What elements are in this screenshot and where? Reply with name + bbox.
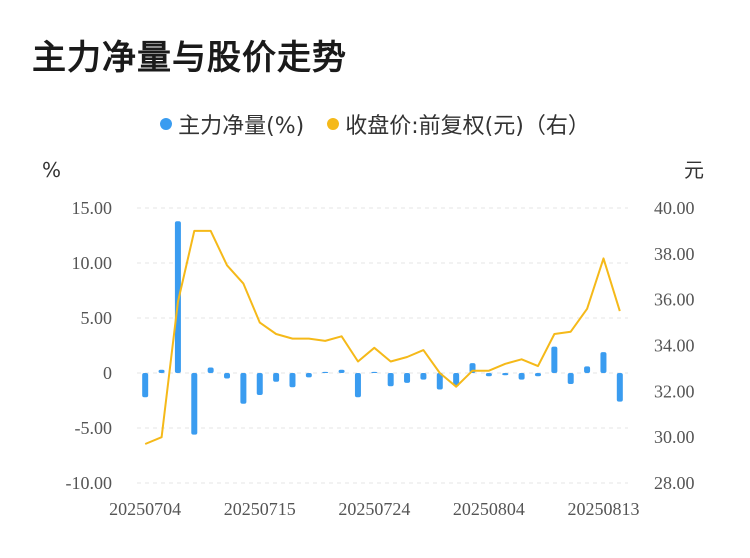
bar (600, 352, 607, 373)
bar (142, 373, 149, 398)
right-tick-label: 36.00 (654, 290, 695, 310)
bar (273, 373, 280, 382)
right-tick-label: 40.00 (654, 198, 695, 218)
bar (436, 373, 443, 390)
bar (191, 373, 198, 435)
bar (567, 373, 574, 384)
bar (387, 373, 394, 387)
right-tick-label: 34.00 (654, 336, 695, 356)
bar (338, 369, 345, 373)
left-tick-label: 5.00 (81, 308, 113, 328)
bar (453, 373, 460, 387)
left-tick-label: 10.00 (72, 253, 113, 273)
bar (174, 221, 181, 373)
bar-series (142, 221, 623, 435)
bar (404, 373, 411, 383)
legend-label: 主力净量(%) (178, 114, 305, 139)
x-tick-label: 20250715 (224, 499, 296, 519)
right-tick-label: 32.00 (654, 381, 695, 401)
bar (420, 373, 427, 380)
x-tick-label: 20250724 (338, 499, 410, 519)
right-tick-label: 38.00 (654, 244, 695, 264)
bar (502, 373, 509, 376)
legend-label: 收盘价:前复权(元)（右） (345, 114, 590, 139)
x-tick-label: 20250704 (109, 499, 181, 519)
left-axis: 15.00 10.00 5.00 0 -5.00 -10.00 (66, 198, 113, 493)
bar (534, 373, 541, 377)
bar (289, 373, 296, 388)
bar (584, 366, 591, 373)
x-tick-label: 20250804 (453, 499, 525, 519)
left-tick-label: 15.00 (72, 198, 113, 218)
right-tick-label: 28.00 (654, 473, 695, 493)
legend-item-net-volume[interactable]: 主力净量(%) (160, 108, 304, 140)
bar (240, 373, 247, 404)
legend-dot-icon (327, 118, 340, 130)
bar (322, 371, 329, 373)
chart-legend: 主力净量(%) 收盘价:前复权(元)（右） (0, 108, 750, 140)
bar (256, 373, 263, 395)
line-series (144, 229, 621, 445)
x-tick-label: 20250813 (567, 499, 639, 519)
gridlines (137, 207, 628, 484)
left-tick-label: -10.00 (66, 473, 113, 493)
right-axis-unit: 元 (684, 158, 704, 182)
bar (485, 373, 492, 377)
bar (518, 373, 525, 380)
x-axis: 20250704 20250715 20250724 20250804 20250813 (109, 499, 639, 519)
bar (616, 373, 623, 402)
left-axis-unit: % (42, 158, 61, 182)
left-tick-label: -5.00 (75, 418, 113, 438)
right-axis: 40.00 38.00 36.00 34.00 32.00 30.00 28.00 (654, 198, 695, 493)
bar (354, 373, 361, 398)
bar (371, 371, 378, 373)
bar (551, 346, 558, 373)
bar (224, 373, 231, 379)
left-tick-label: 0 (103, 363, 112, 383)
legend-dot-icon (160, 118, 173, 130)
page-title: 主力净量与股价走势 (32, 38, 347, 78)
bar (207, 367, 214, 373)
bar (158, 369, 165, 373)
legend-item-close-price[interactable]: 收盘价:前复权(元)（右） (327, 108, 590, 140)
bar (305, 373, 312, 378)
right-tick-label: 30.00 (654, 427, 695, 447)
price-line (144, 229, 621, 445)
